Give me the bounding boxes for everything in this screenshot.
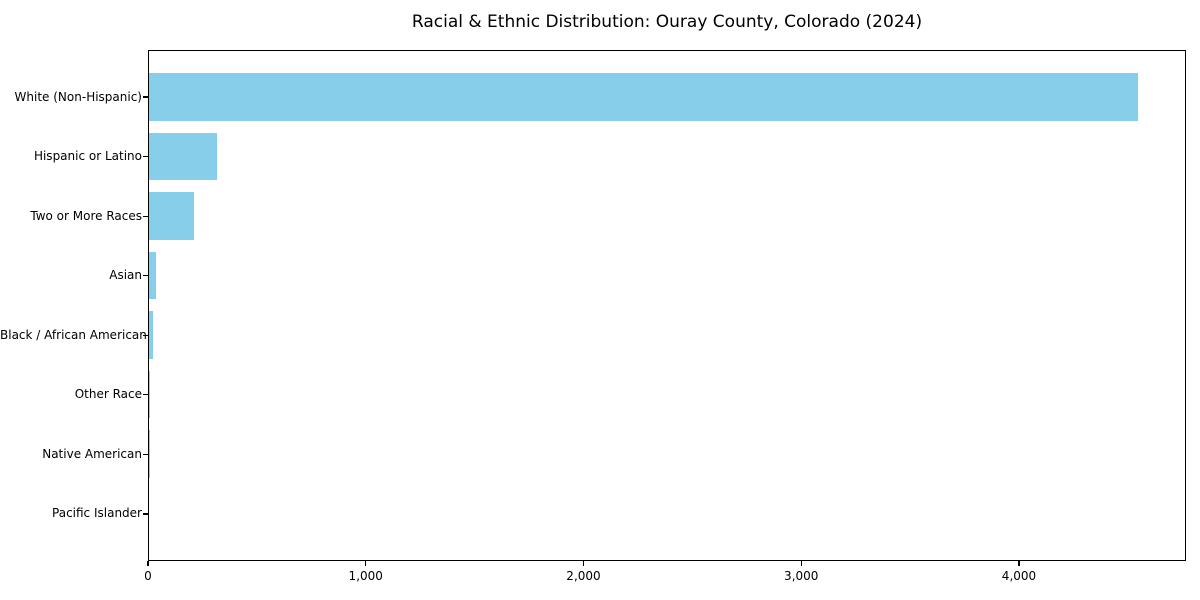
y-tick-mark <box>143 334 148 336</box>
y-tick-mark <box>143 215 148 217</box>
bar-hispanic-or-latino <box>149 132 217 181</box>
x-tick-label-4-000: 4,000 <box>1001 569 1037 583</box>
bar-black-african-american <box>149 311 153 359</box>
y-label-other-race: Other Race <box>74 387 142 402</box>
y-tick-mark <box>143 513 148 515</box>
bar-white-non-hispanic <box>149 73 1138 121</box>
chart-title: Racial & Ethnic Distribution: Ouray Coun… <box>411 12 923 32</box>
y-tick-mark <box>143 275 148 277</box>
y-label-pacific-islander: Pacific Islander <box>52 506 142 521</box>
y-tick-mark <box>143 394 148 396</box>
y-label-asian: Asian <box>109 268 142 283</box>
y-label-native-american: Native American <box>42 446 142 461</box>
x-tick-label-2-000: 2,000 <box>566 569 601 583</box>
bar-two-or-more-races <box>149 192 194 240</box>
y-tick-mark <box>143 96 148 98</box>
y-label-black-african-american: Black / African American <box>0 327 147 342</box>
y-label-white-non-hispanic: White (Non-Hispanic) <box>14 89 142 104</box>
y-label-two-or-more-races: Two or More Races <box>30 208 142 223</box>
x-tick-label-1-000: 1,000 <box>348 569 383 583</box>
y-tick-mark <box>143 453 148 455</box>
bar-native-american <box>149 430 150 478</box>
x-tick-mark <box>582 561 585 566</box>
x-tick-label-0: 0 <box>144 569 152 583</box>
plot-area <box>148 50 1186 561</box>
x-tick-mark <box>365 561 367 566</box>
x-tick-mark <box>1018 561 1020 566</box>
y-label-hispanic-or-latino: Hispanic or Latino <box>33 149 142 164</box>
bar-other-race <box>149 370 151 419</box>
x-tick-mark <box>800 561 802 566</box>
y-tick-mark <box>143 156 148 158</box>
bar-asian <box>149 251 156 300</box>
x-tick-label-3-000: 3,000 <box>784 569 819 583</box>
x-tick-mark <box>147 561 149 566</box>
